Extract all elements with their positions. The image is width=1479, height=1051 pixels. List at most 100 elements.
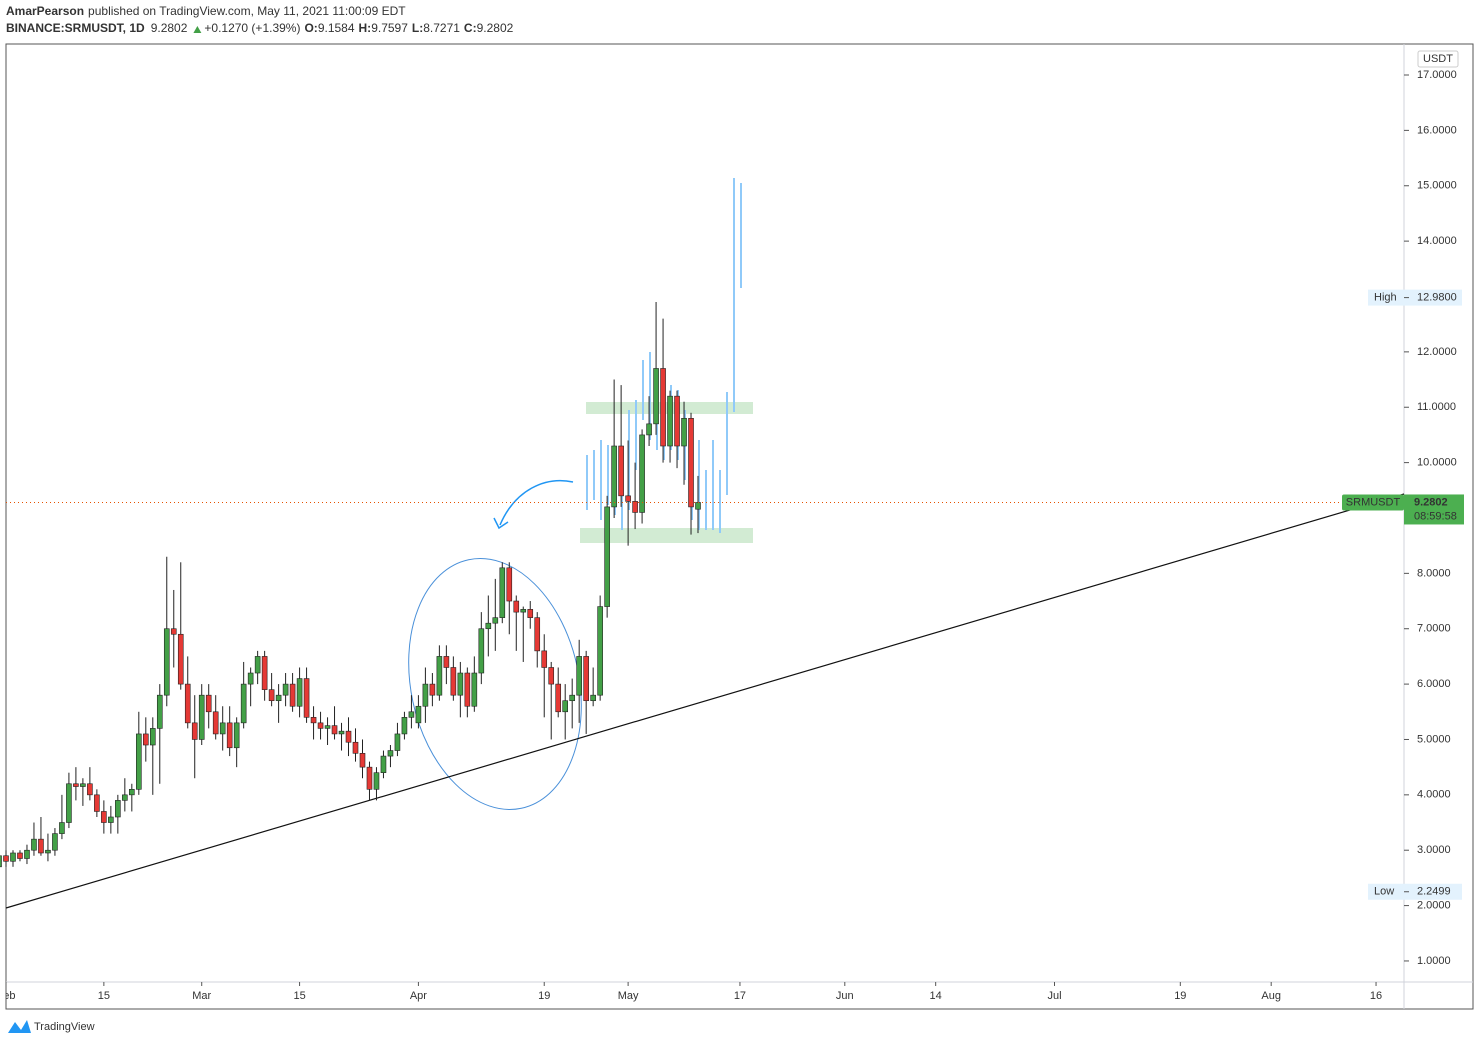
candle-body (73, 783, 79, 787)
candle-body (226, 722, 233, 749)
candle-body (163, 628, 170, 696)
candle-body (681, 418, 687, 447)
candle-body (170, 628, 177, 635)
x-tick-label: 17 (734, 990, 746, 1002)
y-tick-label: 17.0000 (1417, 69, 1457, 81)
header-item: 9.1584 (318, 21, 355, 35)
candle-body (268, 689, 275, 702)
candle-body (108, 816, 114, 823)
candle-body (38, 838, 44, 854)
high-name: High (1374, 292, 1397, 304)
arrow (499, 480, 574, 526)
high-label: 12.9800 (1417, 292, 1457, 304)
y-tick-label: 3.0000 (1417, 844, 1451, 856)
header-item: O: (304, 21, 317, 35)
currency-box (1417, 50, 1459, 68)
projection-bars (586, 178, 742, 533)
candle-body (492, 617, 499, 624)
up-triangle (193, 26, 202, 33)
candle-body (527, 609, 534, 618)
candle-body (639, 434, 645, 513)
candle-body (212, 711, 219, 735)
last-price-label: 9.2802 (1414, 496, 1448, 508)
candle-body (275, 694, 282, 702)
price-tag (1404, 494, 1464, 525)
trend-line (5, 493, 1405, 909)
candle-body (513, 600, 520, 613)
candle-body (303, 678, 310, 718)
header-item: +0.1270 (+1.39%) (204, 21, 300, 35)
y-tick-label: 4.0000 (1417, 789, 1451, 801)
candle-body (87, 783, 93, 796)
candle-body (590, 694, 596, 702)
candle-body (31, 838, 37, 851)
symbol-tag (1342, 494, 1404, 511)
x-tick-label: 19 (538, 990, 550, 1002)
symbol-line: BINANCE:SRMUSDT, 1D 9.2802 +0.1270 (+1.39%… (6, 21, 514, 35)
candle-body (625, 495, 631, 502)
candle-body (205, 694, 212, 713)
high-tag-bg (1368, 289, 1462, 306)
x-axis: Feb 15 Mar 15 Apr 19 May 17 Jun 14 Jul 19 Aug 16 (0, 982, 1382, 1002)
candle-body (254, 656, 261, 674)
candle-body (632, 501, 638, 513)
x-tick-label: Jul (1047, 990, 1061, 1002)
candle-body (282, 683, 289, 696)
candle-body (233, 722, 240, 749)
candle-body (115, 800, 121, 818)
x-tick-label: Jun (836, 990, 854, 1002)
candle-body (576, 656, 582, 696)
candle-body (289, 683, 296, 707)
candle-body (695, 502, 701, 510)
symbol-name: SRMUSDT (1346, 496, 1401, 508)
candle-body (261, 656, 268, 690)
x-tick-label: 14 (930, 990, 942, 1002)
candle-body (17, 852, 23, 859)
candle-body (646, 423, 652, 436)
candle-body (366, 766, 373, 790)
candle-body (191, 722, 198, 740)
candle-body (101, 811, 107, 823)
candle-body (611, 445, 617, 508)
x-tick-label: Apr (410, 990, 427, 1002)
candle-body (618, 445, 624, 497)
candle-body (422, 683, 429, 707)
candle-body (520, 609, 527, 613)
candle-body (177, 633, 184, 685)
low-name: Low (1374, 886, 1394, 898)
candle-body (66, 783, 72, 823)
candle-body (485, 622, 492, 630)
x-tick-label: Feb (0, 990, 15, 1002)
candle-body (688, 418, 694, 508)
plot (0, 178, 1405, 909)
y-tick-label: 8.0000 (1417, 567, 1451, 579)
candle-body (52, 833, 58, 851)
candle-body (562, 700, 569, 713)
candle-body (548, 667, 555, 685)
candle-body (401, 717, 408, 735)
candle-body (394, 733, 401, 751)
candle-body (373, 772, 380, 790)
header-item: 9.2802 (477, 21, 514, 35)
header-item: C: (464, 21, 477, 35)
candle-body (149, 728, 156, 746)
tradingview-logo: TradingView (8, 1020, 95, 1033)
x-tick-label: 15 (98, 990, 110, 1002)
x-tick-label: Aug (1261, 990, 1281, 1002)
candle-body (156, 694, 163, 729)
countdown: 08:59:58 (1414, 510, 1457, 522)
candle-body (457, 672, 464, 696)
low-tag-bg (1368, 883, 1462, 900)
candle-body (555, 683, 562, 713)
candle-body (429, 683, 436, 696)
candle-body (352, 741, 359, 754)
header-item: 9.7597 (371, 21, 408, 35)
candle-body (80, 783, 86, 787)
candle-body (317, 722, 324, 729)
candle-body (653, 368, 659, 425)
candle-body (3, 855, 9, 862)
candle-body (506, 567, 513, 602)
candle-body (660, 368, 666, 447)
